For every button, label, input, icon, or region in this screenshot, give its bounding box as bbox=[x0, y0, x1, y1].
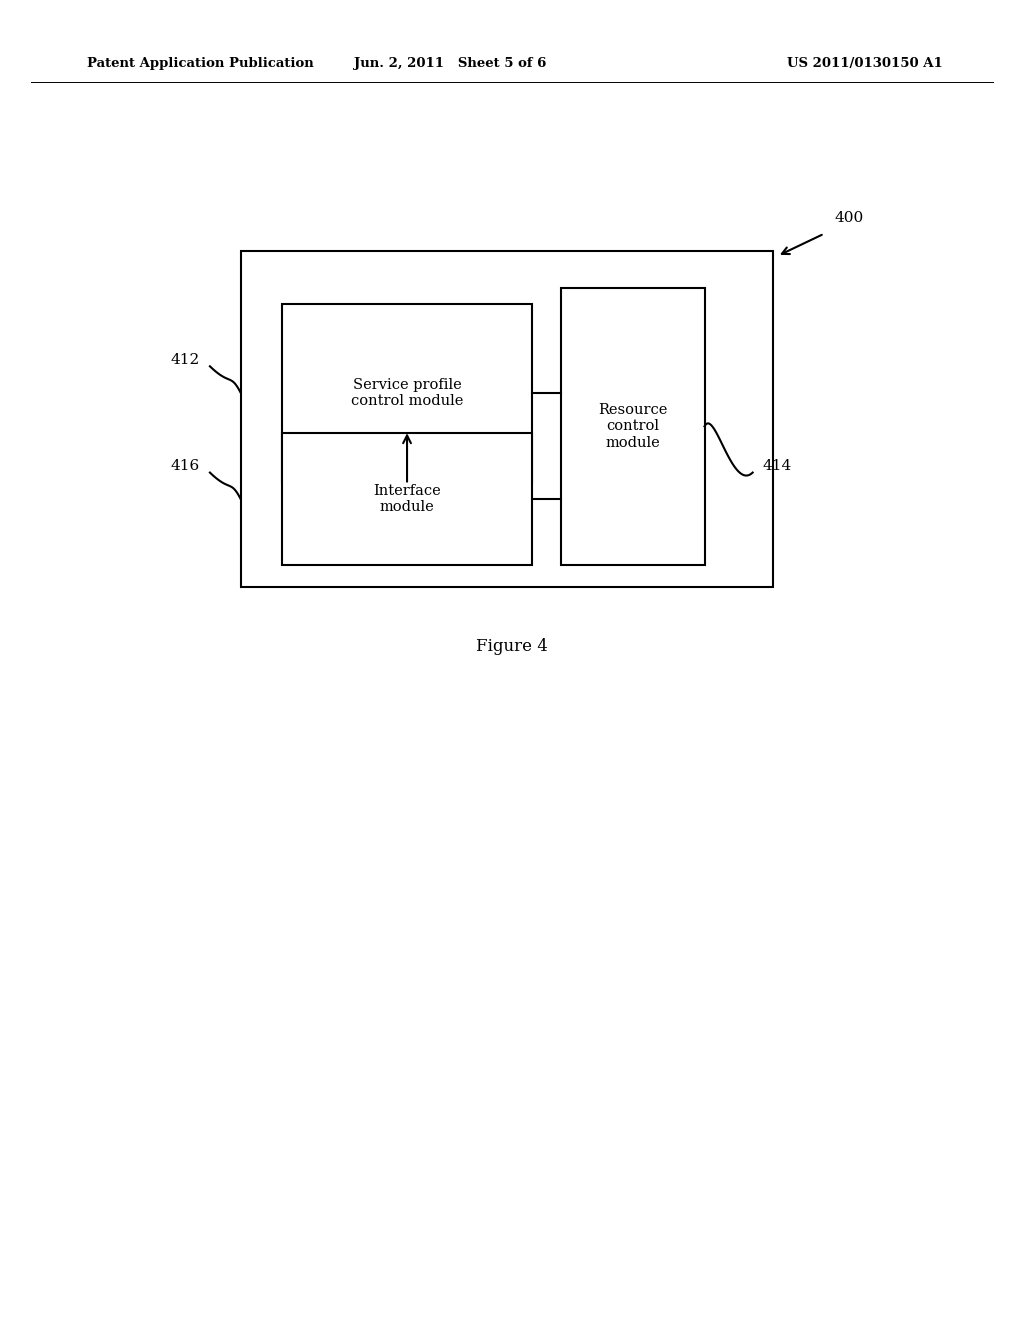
Text: 416: 416 bbox=[170, 459, 200, 473]
Text: Patent Application Publication: Patent Application Publication bbox=[87, 57, 313, 70]
Bar bbox=[282, 304, 532, 482]
Text: US 2011/0130150 A1: US 2011/0130150 A1 bbox=[787, 57, 943, 70]
Text: 400: 400 bbox=[835, 211, 864, 224]
Text: 414: 414 bbox=[763, 459, 793, 473]
Bar bbox=[282, 433, 532, 565]
Text: Jun. 2, 2011   Sheet 5 of 6: Jun. 2, 2011 Sheet 5 of 6 bbox=[354, 57, 547, 70]
Bar bbox=[241, 251, 773, 587]
Text: Interface
module: Interface module bbox=[373, 484, 441, 513]
Text: Figure 4: Figure 4 bbox=[476, 639, 548, 655]
Text: Resource
control
module: Resource control module bbox=[598, 403, 668, 450]
Bar bbox=[561, 288, 705, 565]
Text: Service profile
control module: Service profile control module bbox=[351, 378, 463, 408]
Text: 412: 412 bbox=[170, 352, 200, 367]
